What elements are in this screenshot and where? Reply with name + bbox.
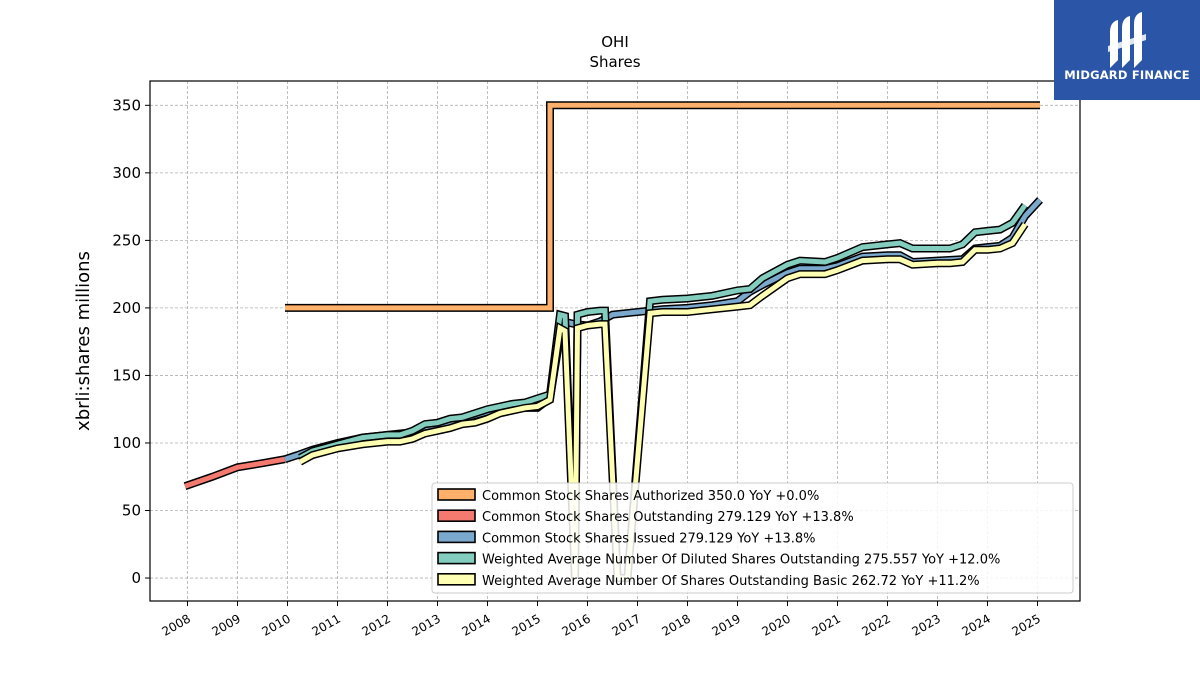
brand-logo: MIDGARD FINANCE (1054, 0, 1200, 100)
x-tick-label: 2021 (810, 611, 843, 638)
plot-frame (149, 80, 1081, 602)
legend-swatch-1 (437, 509, 476, 523)
legend-swatch-4 (437, 572, 476, 586)
legend-box (431, 482, 1074, 594)
y-tick-label: 300 (112, 164, 141, 182)
legend-swatch-2 (437, 530, 476, 544)
x-tick-label: 2011 (310, 611, 343, 638)
y-tick-label: 0 (131, 569, 141, 587)
y-axis-ticks: 0 50 100 150 200 250 300 350 (112, 96, 150, 587)
x-tick-label: 2013 (410, 611, 443, 638)
x-tick-label: 2015 (510, 611, 543, 638)
series-line-outline-2 (283, 197, 1043, 464)
x-tick-label: 2014 (460, 611, 493, 638)
legend-swatch-0 (437, 488, 476, 501)
series-line-2 (284, 198, 1042, 462)
x-tick-label: 2016 (560, 611, 593, 638)
y-axis-label: xbrli:shares millions (73, 251, 94, 431)
chart-title: OHI (601, 33, 629, 51)
y-tick-label: 150 (112, 366, 141, 384)
x-tick-label: 2025 (1010, 611, 1043, 638)
x-tick-label: 2018 (660, 611, 693, 638)
y-tick-label: 200 (112, 299, 141, 317)
legend-label-3: Weighted Average Number Of Diluted Share… (482, 553, 1000, 568)
x-axis-ticks: 2008 2009 2010 2011 2012 2013 2014 2015 2016 2017… (160, 601, 1043, 639)
x-tick-label: 2012 (360, 611, 393, 638)
legend-label-4: Weighted Average Number Of Shares Outsta… (482, 574, 980, 589)
x-tick-label: 2019 (710, 611, 743, 638)
midgard-logo-icon (1108, 12, 1146, 68)
x-tick-label: 2008 (160, 611, 193, 638)
y-tick-label: 50 (122, 502, 141, 520)
series-line-outline-0 (285, 101, 1040, 312)
series-line-0 (285, 102, 1040, 311)
chart-subtitle: Shares (589, 53, 640, 71)
legend-label-2: Common Stock Shares Issued 279.129 YoY +… (482, 531, 816, 546)
y-tick-label: 350 (112, 96, 141, 114)
y-tick-label: 250 (112, 231, 141, 249)
x-tick-label: 2022 (860, 611, 893, 638)
y-tick-label: 100 (112, 434, 141, 452)
series-line-4 (298, 222, 1028, 581)
legend: Common Stock Shares Authorized 350.0 YoY… (431, 482, 1074, 594)
brand-name: MIDGARD FINANCE (1064, 68, 1190, 82)
x-tick-label: 2009 (210, 611, 243, 638)
legend-label-0: Common Stock Shares Authorized 350.0 YoY… (482, 489, 819, 504)
legend-swatch-3 (437, 551, 476, 565)
grid (150, 81, 1080, 601)
series-line-1 (184, 456, 286, 489)
x-tick-label: 2020 (760, 611, 793, 638)
x-tick-label: 2010 (260, 611, 293, 638)
x-tick-label: 2023 (910, 611, 943, 638)
legend-label-1: Common Stock Shares Outstanding 279.129 … (482, 510, 854, 525)
x-tick-label: 2017 (610, 611, 643, 638)
x-tick-label: 2024 (960, 611, 993, 638)
